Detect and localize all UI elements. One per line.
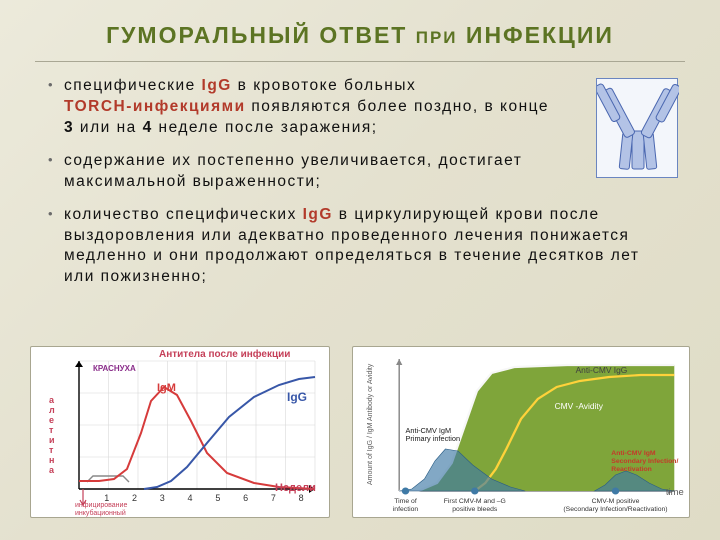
svg-text:Secondary Infection/: Secondary Infection/: [611, 458, 678, 465]
title-small: ПРИ: [416, 28, 458, 47]
svg-text:антитела: антитела: [49, 395, 55, 475]
svg-text:2: 2: [132, 493, 137, 503]
text: в кровотоке больных: [232, 77, 416, 94]
text: содержание их постепенно увеличивается, …: [64, 152, 522, 190]
text: неделе после заражения;: [153, 119, 378, 136]
svg-text:Time of: Time of: [394, 498, 417, 505]
bullet-2: содержание их постепенно увеличивается, …: [48, 151, 672, 193]
svg-text:IgG: IgG: [287, 390, 307, 404]
svg-text:4: 4: [188, 493, 193, 503]
svg-text:инфицирование: инфицирование: [75, 502, 127, 509]
svg-text:Anti-CMV IgM: Anti-CMV IgM: [406, 427, 452, 435]
week-3: 3: [64, 119, 74, 136]
slide-title: ГУМОРАЛЬНЫЙ ОТВЕТ ПРИ ИНФЕКЦИИ: [0, 0, 720, 59]
svg-text:CMV-M positive: CMV-M positive: [592, 498, 640, 505]
svg-text:positive bleeds: positive bleeds: [452, 506, 498, 513]
antibody-icon: [596, 78, 678, 178]
svg-text:Anti-CMV IgM: Anti-CMV IgM: [611, 450, 656, 457]
svg-text:Amount of IgG / IgM Antibody o: Amount of IgG / IgM Antibody or Avidity: [366, 363, 374, 485]
title-divider: [35, 61, 685, 62]
text: появляются более поздно, в конце: [246, 98, 549, 115]
torch-label: ТОRСН-инфекциями: [64, 98, 246, 115]
title-part2: ИНФЕКЦИИ: [466, 22, 614, 48]
svg-text:infection: infection: [393, 506, 419, 513]
text: количество специфических: [64, 206, 303, 223]
svg-text:(Secondary Infection/Reactivat: (Secondary Infection/Reactivation): [563, 506, 667, 513]
bullet-3: количество специфических IgG в циркулиру…: [48, 205, 672, 289]
svg-text:time: time: [666, 487, 684, 497]
week-4: 4: [143, 119, 153, 136]
igg-label: IgG: [202, 77, 232, 94]
svg-text:Недели: Недели: [275, 482, 316, 494]
svg-text:Антитела после инфекции: Антитела после инфекции: [159, 348, 290, 360]
svg-text:5: 5: [215, 493, 220, 503]
svg-text:CMV -Avidity: CMV -Avidity: [555, 402, 604, 411]
cmv-chart: Anti-CMV IgGCMV -AvidityAnti-CMV IgMPrim…: [352, 346, 690, 518]
charts-row: 12345678Антитела после инфекцииКРАСНУХАI…: [30, 346, 690, 518]
svg-text:инкубационный: инкубационный: [75, 509, 126, 517]
igg-label: IgG: [303, 206, 333, 223]
svg-text:Primary infection: Primary infection: [406, 435, 461, 443]
svg-text:Anti-CMV IgG: Anti-CMV IgG: [576, 366, 628, 375]
svg-text:6: 6: [243, 493, 248, 503]
svg-text:3: 3: [160, 493, 165, 503]
bullet-1: специфические IgG в кровотоке больных ТО…: [48, 76, 672, 139]
text: или на: [74, 119, 142, 136]
rubella-chart: 12345678Антитела после инфекцииКРАСНУХАI…: [30, 346, 330, 518]
text: специфические: [64, 77, 202, 94]
svg-text:7: 7: [271, 493, 276, 503]
svg-text:КРАСНУХА: КРАСНУХА: [93, 364, 136, 373]
svg-text:First CMV-M and –G: First CMV-M and –G: [444, 498, 506, 505]
svg-text:8: 8: [299, 493, 304, 503]
svg-text:Reactivation: Reactivation: [611, 466, 652, 473]
title-part1: ГУМОРАЛЬНЫЙ ОТВЕТ: [106, 22, 407, 48]
svg-text:IgM: IgM: [157, 382, 176, 394]
